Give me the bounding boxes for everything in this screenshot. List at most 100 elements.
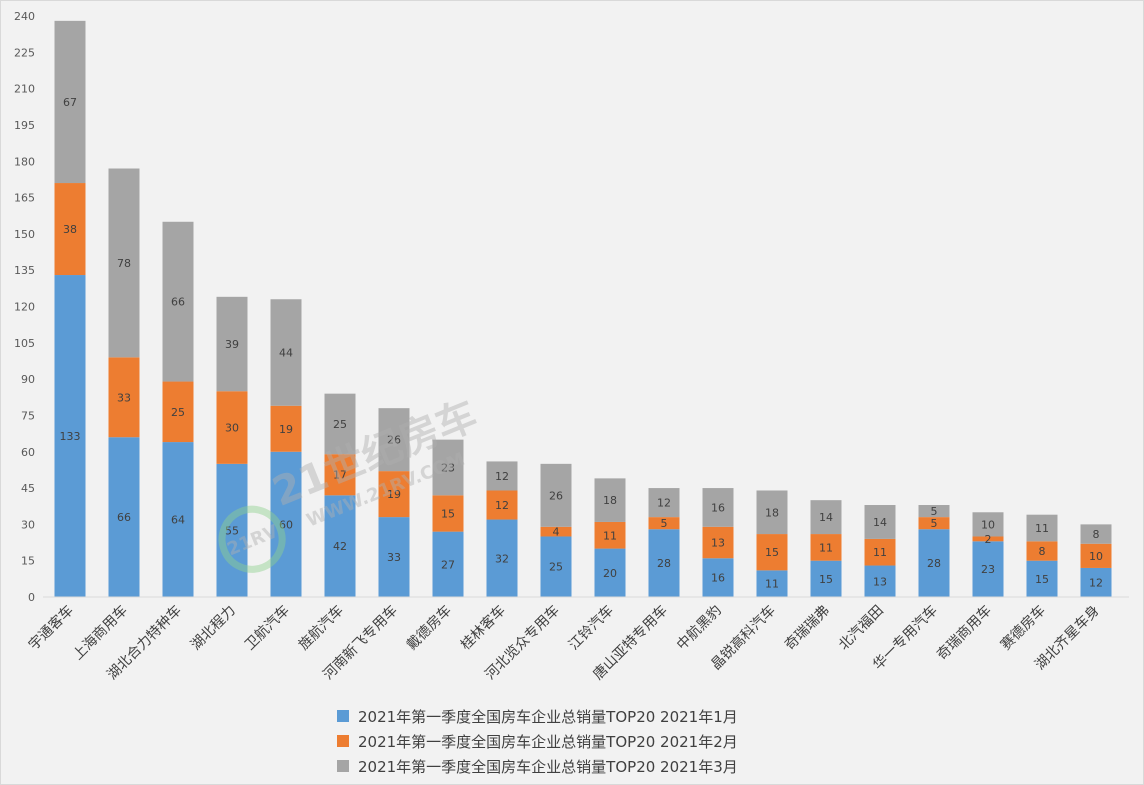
bar-segment-mar xyxy=(108,168,140,358)
data-label-feb: 19 xyxy=(279,423,293,436)
x-tick-label: 卫航汽车 xyxy=(241,602,293,654)
data-label-jan: 13 xyxy=(873,575,887,588)
y-tick-label: 225 xyxy=(14,46,35,59)
bar-segment-jan xyxy=(810,560,842,597)
bar-segment-jan xyxy=(54,275,86,597)
data-label-jan: 32 xyxy=(495,552,509,565)
data-label-jan: 27 xyxy=(441,558,455,571)
y-tick-label: 30 xyxy=(21,518,35,531)
data-label-jan: 16 xyxy=(711,572,725,585)
data-label-feb: 38 xyxy=(63,223,77,236)
data-label-mar: 14 xyxy=(819,511,833,524)
data-label-feb: 15 xyxy=(441,507,455,520)
data-label-mar: 26 xyxy=(549,489,563,502)
y-tick-label: 150 xyxy=(14,228,35,241)
bar-segment-feb xyxy=(270,405,302,452)
legend-label-jan: 2021年第一季度全国房车企业总销量TOP20 2021年1月 xyxy=(358,707,738,726)
bar-segment-jan xyxy=(648,529,680,597)
data-label-feb: 11 xyxy=(819,541,833,554)
data-label-feb: 25 xyxy=(171,406,185,419)
data-label-jan: 20 xyxy=(603,567,617,580)
x-tick-label: 戴德房车 xyxy=(403,602,455,654)
legend: 2021年第一季度全国房车企业总销量TOP20 2021年1月 2021年第一季… xyxy=(337,705,738,777)
bar-segment-mar xyxy=(270,299,302,406)
bar-segment-mar xyxy=(216,296,248,392)
watermark-badge-ring xyxy=(218,505,286,573)
bar-segment-jan xyxy=(864,565,896,597)
bar-segment-mar xyxy=(1080,524,1112,544)
data-label-feb: 11 xyxy=(603,529,617,542)
data-label-feb: 4 xyxy=(553,526,560,539)
x-tick-label: 奇瑞商用车 xyxy=(933,602,995,664)
y-tick-label: 15 xyxy=(21,555,35,568)
data-label-mar: 66 xyxy=(171,296,185,309)
y-tick-label: 105 xyxy=(14,337,35,350)
data-label-feb: 5 xyxy=(931,517,938,530)
y-tick-label: 75 xyxy=(21,409,35,422)
x-axis: 宇通客车上海商用车湖北合力特种车 湖北程力 卫航汽车 旌航汽车河南新飞专用车 戴德房车桂… xyxy=(25,596,1129,683)
bar-segment-jan xyxy=(216,463,248,597)
bar-segment-mar xyxy=(1026,514,1058,542)
x-tick-label: 奇瑞瑞弗 xyxy=(781,602,833,654)
bar-segment-mar xyxy=(864,505,896,539)
data-label-jan: 64 xyxy=(171,514,185,527)
bar-segment-jan xyxy=(594,548,626,597)
bar-segment-feb xyxy=(918,517,950,530)
data-label-feb: 5 xyxy=(661,517,668,530)
y-tick-label: 180 xyxy=(14,155,35,168)
bar-segment-mar xyxy=(648,488,680,518)
bar-segment-feb xyxy=(1080,543,1112,568)
data-label-mar: 10 xyxy=(981,518,995,531)
bar-segment-mar xyxy=(378,408,410,472)
data-label-mar: 25 xyxy=(333,418,347,431)
legend-item-feb: 2021年第一季度全国房车企业总销量TOP20 2021年2月 xyxy=(337,730,738,752)
bar-segment-mar xyxy=(918,505,950,518)
bar-segment-mar xyxy=(594,478,626,522)
data-label-jan: 25 xyxy=(549,561,563,574)
bar-segment-jan xyxy=(540,536,572,597)
x-tick-label: 宇通客车 xyxy=(25,602,77,654)
data-label-jan: 15 xyxy=(819,573,833,586)
bar-segment-feb xyxy=(864,538,896,566)
data-label-feb: 19 xyxy=(387,488,401,501)
data-label-mar: 78 xyxy=(117,257,131,270)
bar-segment-mar xyxy=(972,512,1004,537)
bar-segment-jan xyxy=(918,529,950,597)
data-label-mar: 12 xyxy=(495,470,509,483)
bar-segment-feb xyxy=(108,357,140,438)
bar-segment-jan xyxy=(162,442,194,597)
data-label-feb: 12 xyxy=(495,499,509,512)
bar-segment-mar xyxy=(162,221,194,382)
bar-segment-jan xyxy=(1080,567,1112,597)
bar-segment-feb xyxy=(324,454,356,496)
legend-swatch-feb xyxy=(337,735,349,747)
data-label-jan: 12 xyxy=(1089,576,1103,589)
data-label-jan: 15 xyxy=(1035,573,1049,586)
data-label-jan: 133 xyxy=(60,430,81,443)
bar-segment-feb xyxy=(594,521,626,549)
bar-segment-feb xyxy=(216,391,248,464)
data-label-jan: 60 xyxy=(279,518,293,531)
bar-segment-mar xyxy=(540,463,572,527)
legend-swatch-jan xyxy=(337,710,349,722)
y-tick-label: 135 xyxy=(14,264,35,277)
bar-segment-jan xyxy=(270,451,302,597)
x-tick-label: 赛德房车 xyxy=(997,602,1049,654)
bar-segment-feb xyxy=(756,534,788,571)
bar-segment-mar xyxy=(54,20,86,184)
data-label-jan: 66 xyxy=(117,511,131,524)
x-tick-label: 桂林客车 xyxy=(457,602,509,654)
data-label-mar: 8 xyxy=(1093,528,1100,541)
x-tick-label: 旌航汽车 xyxy=(295,602,347,654)
data-label-jan: 11 xyxy=(765,578,779,591)
bar-segment-feb xyxy=(540,526,572,537)
data-label-feb: 11 xyxy=(873,546,887,559)
bar-segment-feb xyxy=(972,536,1004,542)
data-label-feb: 13 xyxy=(711,537,725,550)
bar-segment-jan xyxy=(486,519,518,597)
x-tick-label: 湖北程力 xyxy=(188,603,239,654)
y-tick-label: 210 xyxy=(14,83,35,96)
x-tick-label: 江铃汽车 xyxy=(565,602,617,654)
y-tick-label: 165 xyxy=(14,192,35,205)
